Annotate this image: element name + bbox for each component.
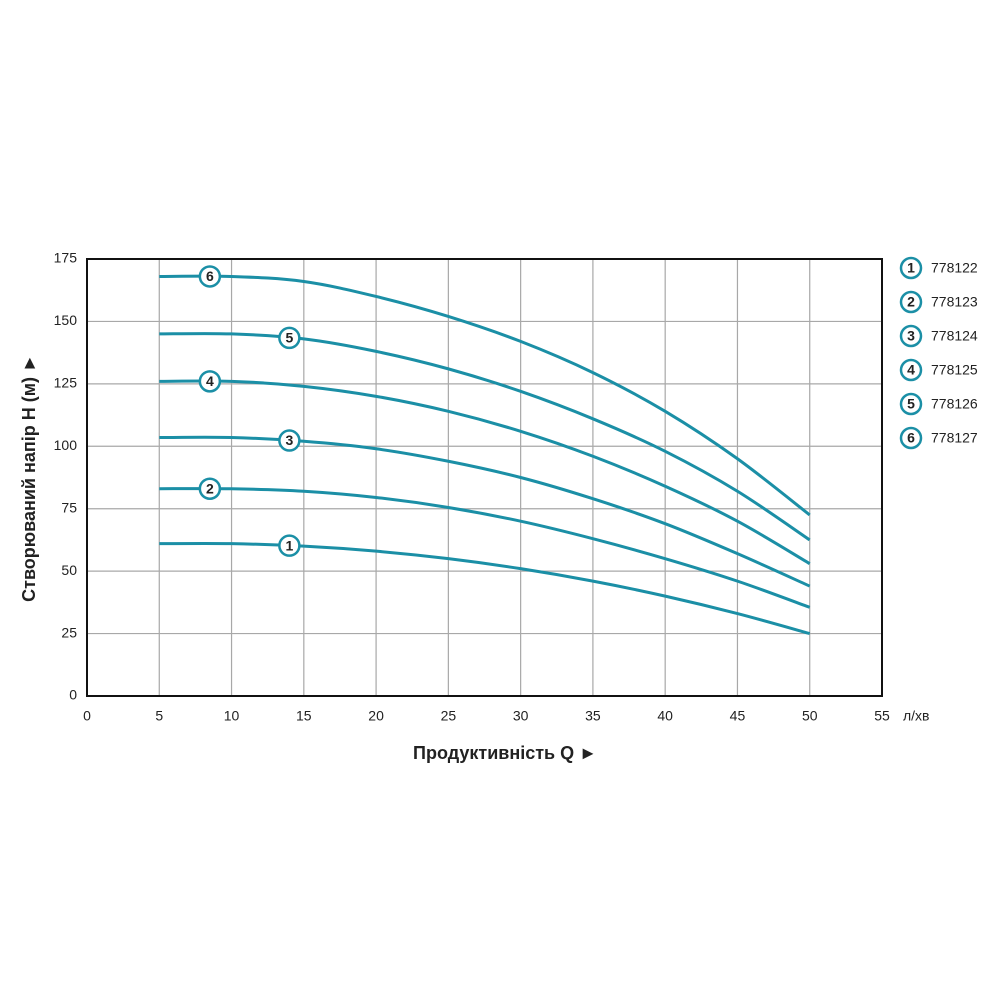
line-series — [159, 541, 811, 636]
curve-marker — [278, 534, 301, 557]
legend-number: 6 — [907, 430, 915, 446]
x-tick-label: 50 — [802, 708, 818, 724]
legend-number: 1 — [907, 260, 915, 276]
x-unit: л/хв — [903, 708, 930, 724]
x-tick-label: 55 — [874, 708, 890, 724]
legend-marker — [899, 358, 923, 382]
legend-label: 778122 — [931, 260, 978, 276]
curve-marker — [198, 265, 222, 288]
curve-label: 2 — [206, 480, 214, 496]
legend-marker — [899, 426, 923, 450]
y-tick-label: 175 — [54, 250, 78, 266]
x-tick-label: 5 — [155, 708, 163, 724]
legend-number: 2 — [907, 294, 915, 310]
x-tick-label: 10 — [224, 708, 240, 724]
y-axis-title: Створюваний напір H (м) ► — [19, 354, 39, 602]
legend-marker — [899, 290, 923, 314]
line-series — [159, 487, 811, 609]
line-series — [159, 379, 811, 565]
x-tick-label: 25 — [441, 708, 457, 724]
x-tick-label: 0 — [83, 708, 91, 724]
legend-marker — [899, 392, 923, 416]
legend-label: 778124 — [931, 328, 978, 344]
legend-label: 778127 — [931, 430, 978, 446]
curve-marker — [278, 429, 301, 452]
x-tick-label: 20 — [368, 708, 384, 724]
line-series — [159, 332, 811, 542]
curve-marker — [198, 477, 222, 500]
legend-label: 778125 — [931, 362, 978, 378]
line-series — [159, 274, 811, 517]
curve-label: 5 — [285, 330, 293, 346]
y-tick-label: 0 — [69, 687, 77, 703]
y-tick-label: 75 — [61, 499, 77, 515]
curve-label: 1 — [285, 537, 293, 553]
y-tick-label: 150 — [54, 312, 78, 328]
y-tick-label: 25 — [61, 624, 77, 640]
x-tick-label: 30 — [513, 708, 529, 724]
legend-marker — [899, 324, 923, 348]
y-tick-label: 125 — [54, 375, 78, 391]
x-axis-title: Продуктивність Q ► — [413, 743, 597, 763]
x-tick-label: 45 — [730, 708, 746, 724]
legend-number: 3 — [907, 328, 915, 344]
curve-marker — [198, 370, 222, 393]
y-tick-label: 100 — [54, 437, 78, 453]
legend-label: 778123 — [931, 294, 978, 310]
curve-marker — [278, 326, 301, 350]
curve-label: 4 — [206, 373, 214, 389]
line-series — [159, 435, 811, 588]
x-tick-label: 35 — [585, 708, 601, 724]
legend-label: 778126 — [931, 396, 978, 412]
curve-label: 6 — [206, 268, 214, 284]
y-tick-label: 50 — [61, 562, 77, 578]
legend-marker — [899, 256, 923, 280]
legend-number: 4 — [907, 362, 915, 378]
plot-frame — [86, 258, 883, 697]
x-tick-label: 40 — [657, 708, 673, 724]
curve-label: 3 — [285, 432, 293, 448]
x-tick-label: 15 — [296, 708, 312, 724]
legend-number: 5 — [907, 396, 915, 412]
